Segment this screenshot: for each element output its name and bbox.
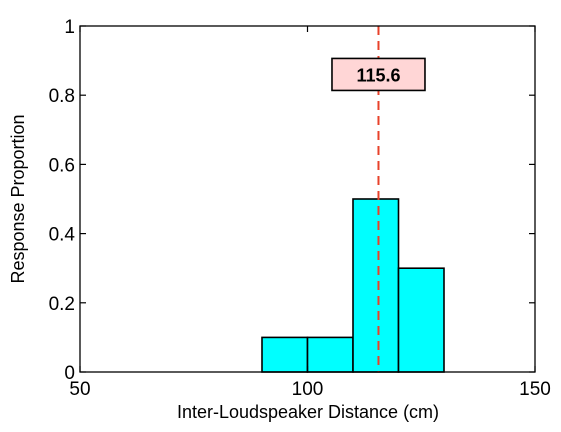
y-tick-label: 0.4 [49, 225, 76, 246]
y-tick-label: 0.2 [49, 294, 75, 315]
histogram-bar-4 [397, 267, 445, 373]
plot-area [80, 26, 535, 372]
annotation-box [331, 57, 426, 92]
y-tick-label: 0.6 [49, 155, 75, 176]
x-axis-label: Inter-Loudspeaker Distance (cm) [177, 402, 439, 422]
x-tick-label: 50 [69, 379, 90, 400]
bars-layer [261, 198, 445, 373]
histogram-bar-2 [306, 336, 354, 373]
reference-annotation: 115.6 [331, 57, 426, 92]
y-axis-label: Response Proportion [8, 114, 28, 283]
x-tick-label: 150 [519, 379, 551, 400]
x-tick-label: 100 [292, 379, 324, 400]
annotation-value: 115.6 [356, 65, 400, 85]
histogram-bar-3 [352, 198, 400, 373]
y-tick-label: 0 [64, 363, 75, 384]
y-tick-label: 0.8 [49, 86, 75, 107]
y-tick-label: 1 [64, 17, 75, 38]
histogram-bar-1 [261, 336, 309, 373]
